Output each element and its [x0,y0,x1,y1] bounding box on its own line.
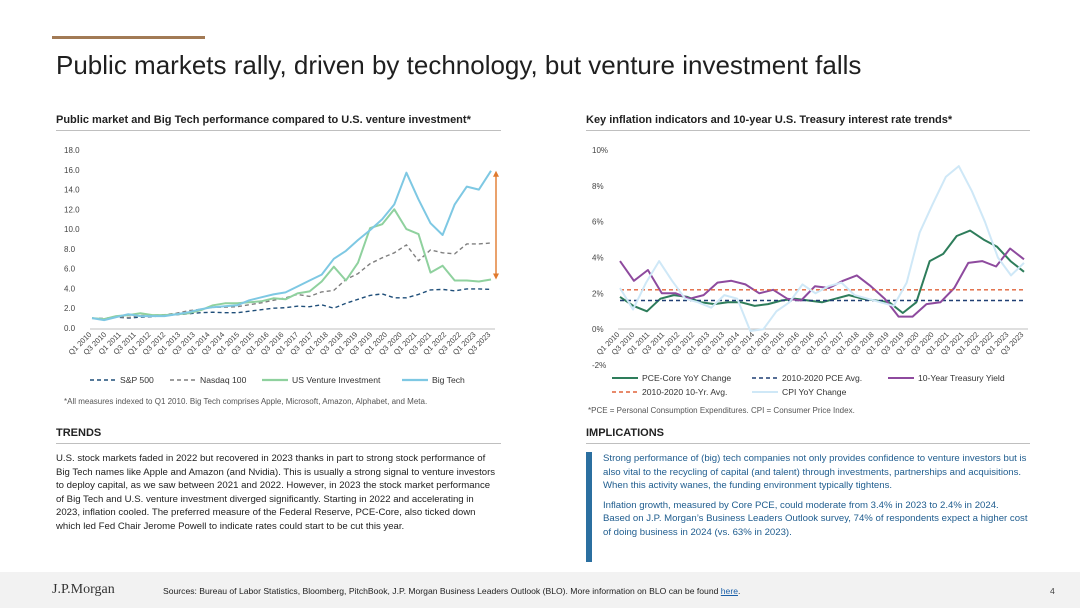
legend-label-bigtech: Big Tech [432,375,465,385]
legend-label-nasdaq: Nasdaq 100 [200,375,247,385]
legend-label-treasury: 10-Year Treasury Yield [918,373,1005,383]
y-tick-label: 16.0 [64,166,80,175]
legend-item-nasdaq: Nasdaq 100 [170,375,246,385]
sources-period: . [737,586,741,596]
implications-accent-bar [586,452,592,562]
legend-item-cpi: CPI YoY Change [752,387,846,397]
series-line-10-year-treasury-yield [619,247,1025,318]
implications-rule [586,443,1030,444]
difference-arrow-head-top [493,170,499,177]
legend-swatch-pce [612,377,638,379]
implications-paragraph-1: Strong performance of (big) tech compani… [603,453,1027,491]
y-tick-label: 6.0 [64,265,76,274]
slide-title: Public markets rally, driven by technolo… [56,50,862,80]
legend-item-treasury: 10-Year Treasury Yield [888,373,1005,383]
y-tick-label: 0% [592,325,604,334]
legend-item-treasury-avg: 2010-2020 10-Yr. Avg. [612,387,727,397]
y-tick-label: 0.0 [64,324,76,333]
legend-item-sp500: S&P 500 [90,375,154,385]
series-line-cpi-yoy-change [619,165,1025,332]
right-chart-footnote: *PCE = Personal Consumption Expenditures… [588,406,855,415]
y-tick-label: 4% [592,254,604,263]
sources-note: Sources: Bureau of Labor Statistics, Blo… [163,586,740,596]
left-chart-title: Public market and Big Tech performance c… [56,114,471,126]
series-line-us-venture-investment [91,208,492,321]
legend-item-pce: PCE-Core YoY Change [612,373,731,383]
legend-swatch-treasury-avg [612,391,638,393]
legend-swatch-sp500 [90,379,116,381]
legend-label-treasury-avg: 2010-2020 10-Yr. Avg. [642,387,728,397]
legend-label-pce-avg: 2010-2020 PCE Avg. [782,373,863,383]
blo-link[interactable]: here [720,586,738,596]
legend-swatch-cpi [752,391,778,393]
legend-item-pce-avg: 2010-2020 PCE Avg. [752,373,862,383]
sources-text: Sources: Bureau of Labor Statistics, Blo… [163,586,721,596]
footer: J.P.Morgan Sources: Bureau of Labor Stat… [0,572,1080,608]
y-tick-label: 4.0 [64,284,76,293]
y-tick-label: 2% [592,289,604,298]
implications-text: Strong performance of (big) tech compani… [603,452,1028,545]
right-title-rule [586,130,1030,131]
implications-paragraph-2: Inflation growth, measured by Core PCE, … [603,499,1028,538]
legend-label-venture: US Venture Investment [292,375,381,385]
y-tick-label: -2% [592,361,606,370]
trends-body: U.S. stock markets faded in 2022 but rec… [56,453,496,532]
y-tick-label: 14.0 [64,186,80,195]
legend-swatch-pce-avg [752,377,778,379]
y-tick-label: 2.0 [64,304,76,313]
trends-rule [56,443,501,444]
legend-item-bigtech: Big Tech [402,375,465,385]
title-accent-bar [52,36,205,39]
left-line-chart: 0.02.04.06.08.010.012.014.016.018.0Q1 20… [64,146,499,357]
left-title-rule [56,130,501,131]
implications-heading: IMPLICATIONS [586,427,665,439]
legend-label-pce: PCE-Core YoY Change [642,373,732,383]
y-tick-label: 18.0 [64,146,80,155]
right-chart-title: Key inflation indicators and 10-year U.S… [586,114,953,126]
left-chart-legend: S&P 500 Nasdaq 100 US Venture Investment… [90,375,510,389]
left-chart-footnote: *All measures indexed to Q1 2010. Big Te… [64,397,428,406]
series-line-big-tech [91,170,492,322]
y-tick-label: 12.0 [64,205,80,214]
page-number: 4 [1050,586,1055,596]
legend-label-cpi: CPI YoY Change [782,387,847,397]
trends-heading: TRENDS [56,427,102,439]
y-tick-label: 6% [592,218,604,227]
legend-item-venture: US Venture Investment [262,375,380,385]
y-tick-label: 10.0 [64,225,80,234]
y-tick-label: 8.0 [64,245,76,254]
y-tick-label: 8% [592,182,604,191]
implications-box: Strong performance of (big) tech compani… [586,452,1031,562]
y-tick-label: 10% [592,146,608,155]
right-chart-legend: PCE-Core YoY Change 2010-2020 PCE Avg. 1… [612,373,1032,403]
legend-swatch-bigtech [402,378,428,382]
legend-swatch-venture [262,378,288,382]
legend-label-sp500: S&P 500 [120,375,154,385]
series-line-nasdaq-100 [91,242,492,320]
jpmorgan-logo: J.P.Morgan [52,582,115,597]
legend-swatch-nasdaq [170,379,196,381]
legend-swatch-treasury [888,377,914,379]
difference-arrow-head-bottom [493,273,499,280]
